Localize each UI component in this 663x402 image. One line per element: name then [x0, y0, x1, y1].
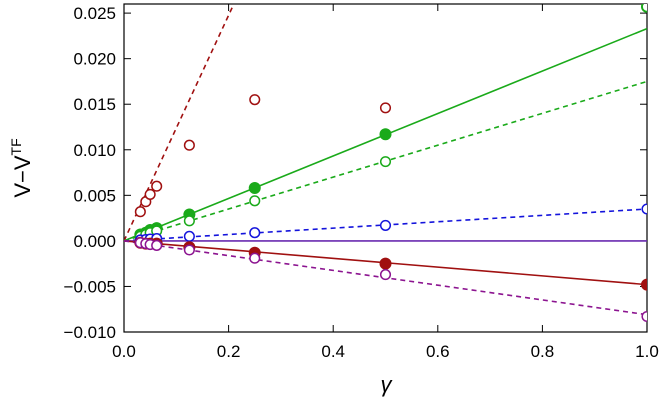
tick-labels: 0.0 0.2 0.4 0.6 0.8 1.0 −0.010 −0.005 0.000 0.005… — [64, 4, 659, 361]
red-filled-point — [379, 257, 392, 270]
x-tick-label: 0.4 — [321, 342, 345, 361]
y-tick-label: −0.005 — [64, 277, 116, 296]
blue-open-point — [379, 219, 392, 231]
y-axis-title-superscript: TF — [8, 138, 24, 155]
purple-open-point — [379, 269, 392, 281]
red-open-point — [144, 188, 156, 200]
x-tick-label: 0.0 — [112, 342, 136, 361]
y-tick-label: 0.005 — [73, 186, 116, 205]
green-open-point — [183, 215, 195, 227]
data-points — [134, 4, 647, 323]
red-open-point — [379, 102, 392, 114]
x-tick-label: 0.8 — [531, 342, 555, 361]
y-tick-label: 0.025 — [73, 4, 116, 23]
purple-open-point — [183, 244, 195, 256]
green-filled-point — [248, 182, 261, 195]
blue-open-point — [641, 203, 647, 215]
blue-open-point — [183, 230, 195, 242]
y-axis-title: V−VTF — [8, 138, 35, 197]
x-tick-label: 0.6 — [426, 342, 450, 361]
green-filled-point — [379, 128, 392, 141]
purple-open-point — [641, 310, 647, 323]
purple-open-point — [151, 239, 163, 251]
red-open-point — [183, 139, 195, 151]
plot-frame — [123, 3, 648, 333]
y-tick-label: 0.015 — [73, 95, 116, 114]
red-filled-point — [641, 278, 647, 291]
green-open-point — [249, 195, 261, 207]
blue-open-point — [249, 227, 261, 239]
red-open-point — [249, 94, 261, 106]
y-tick-label: −0.010 — [64, 323, 116, 342]
red-dashed-fit-line — [124, 4, 235, 242]
y-tick-label: 0.020 — [73, 50, 116, 69]
ticks-layer — [123, 4, 648, 333]
green-open-point — [641, 4, 647, 13]
y-axis-title-main: V−V — [10, 155, 35, 198]
x-axis-title: γ — [381, 372, 394, 397]
y-tick-label: 0.010 — [73, 141, 116, 160]
green-open-point — [379, 156, 392, 168]
x-tick-label: 0.2 — [217, 342, 241, 361]
purple-open-point — [249, 252, 261, 264]
y-tick-label: 0.000 — [73, 232, 116, 251]
red-open-point — [134, 206, 146, 218]
x-tick-label: 1.0 — [635, 342, 659, 361]
red-open-point — [151, 180, 163, 192]
